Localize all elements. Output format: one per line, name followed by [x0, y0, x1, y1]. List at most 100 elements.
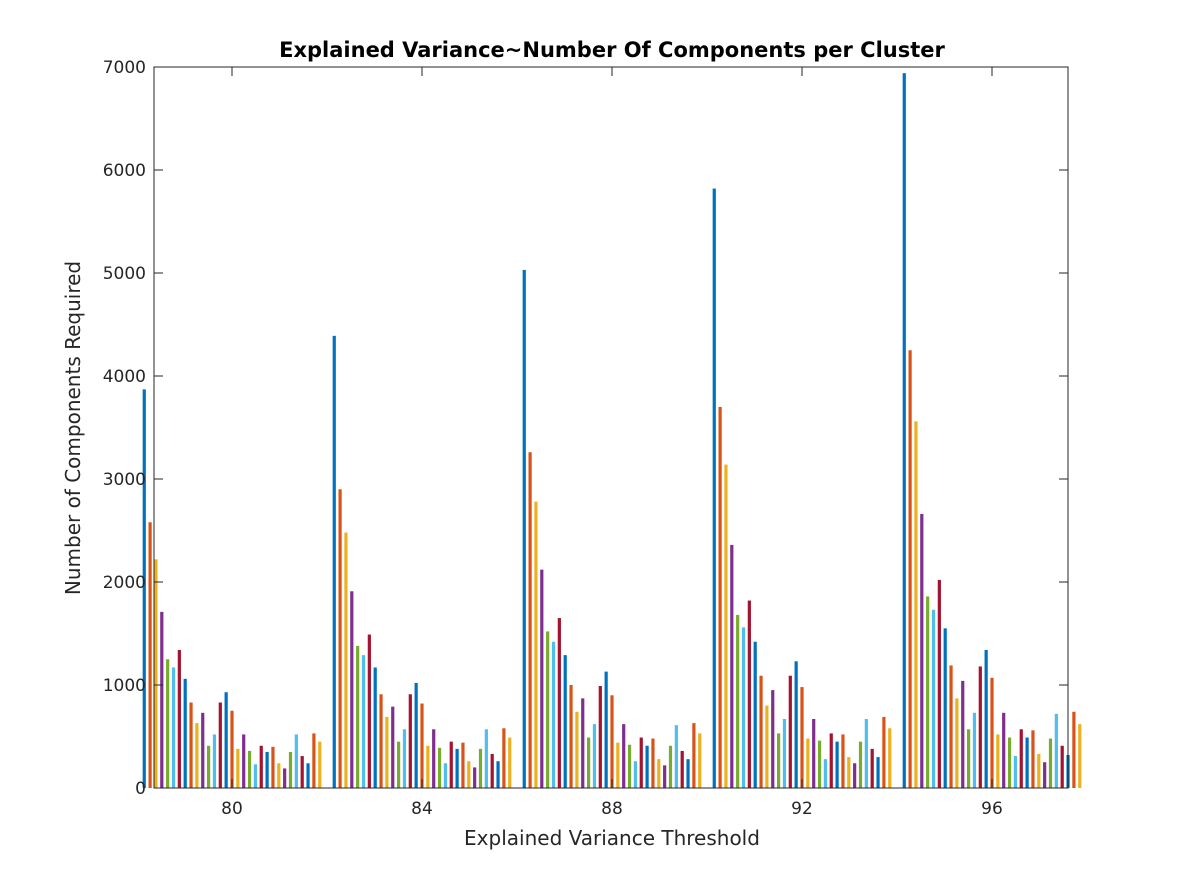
bar-84-series-22: [455, 748, 459, 788]
bar-92-series-29: [876, 757, 880, 788]
bar-88-series-5: [546, 631, 550, 788]
bar-84-series-18: [432, 729, 436, 788]
x-axis: 80 84 88 92 96: [221, 67, 1003, 819]
bar-80-series-21: [259, 745, 263, 788]
y-axis-label: Number of Components Required: [61, 261, 85, 595]
x-tick-label-88: 88: [601, 799, 623, 819]
chart-title: Explained Variance~Number Of Components …: [279, 38, 945, 62]
x-tick-label-96: 96: [981, 799, 1003, 819]
bar-84-series-25: [473, 767, 477, 788]
y-tick-label-1000: 1000: [103, 676, 146, 696]
bar-96-series-4: [920, 514, 924, 788]
bar-96-series-8: [943, 628, 947, 788]
bar-80-series-5: [166, 659, 170, 788]
bar-84-series-3: [344, 532, 348, 788]
y-tick-label-4000: 4000: [103, 367, 146, 387]
bar-80-series-18: [242, 734, 246, 788]
bar-84-series-27: [484, 729, 488, 788]
bar-92-series-25: [853, 763, 857, 788]
bar-92-series-11: [771, 690, 775, 788]
bar-96-series-6: [931, 609, 936, 788]
bar-92-series-12: [777, 733, 781, 788]
bar-96-series-11: [961, 680, 965, 788]
bar-84-series-2: [338, 489, 342, 788]
bar-80-series-12: [207, 745, 211, 788]
bar-96-series-10: [955, 698, 959, 788]
bar-92-series-16: [800, 687, 804, 788]
bar-92-series-9: [759, 675, 763, 788]
bar-84-series-28: [490, 754, 494, 788]
bar-88-series-29: [686, 759, 690, 788]
bar-84-series-29: [496, 761, 500, 788]
bar-92-series-28: [870, 748, 874, 788]
bar-96-series-18: [1002, 712, 1006, 788]
bar-84-series-1: [332, 335, 336, 788]
bar-88-series-8: [563, 655, 567, 788]
bar-88-series-4: [540, 569, 544, 788]
bar-84-series-6: [361, 655, 366, 788]
bar-88-series-7: [557, 618, 561, 788]
bar-96-series-23: [1031, 730, 1035, 788]
bar-92-series-31: [888, 728, 892, 788]
bar-88-series-28: [680, 750, 684, 788]
bar-92-series-17: [806, 738, 810, 788]
bar-96-series-31: [1078, 724, 1082, 788]
bar-92-series-1: [712, 188, 716, 789]
bar-84-series-19: [437, 747, 442, 788]
bar-92-series-26: [858, 741, 863, 788]
bar-92-series-30: [882, 716, 886, 788]
bar-88-series-13: [592, 724, 597, 788]
bar-92-series-5: [736, 614, 740, 788]
bar-80-series-31: [318, 741, 322, 788]
bar-96-series-26: [1048, 738, 1053, 788]
bar-80-series-13: [212, 734, 217, 788]
bar-80-series-29: [306, 763, 310, 788]
bar-92-series-23: [841, 734, 845, 788]
bar-92-series-2: [718, 406, 722, 788]
bar-88-series-22: [645, 745, 649, 788]
bar-88-series-12: [587, 737, 591, 788]
bar-80-series-19: [247, 750, 252, 788]
bar-96-series-9: [949, 665, 953, 788]
bar-84-series-10: [385, 716, 389, 788]
bar-84-series-9: [379, 694, 383, 788]
bar-96-series-3: [914, 421, 918, 788]
bar-88-series-15: [604, 671, 608, 788]
bar-80-series-7: [177, 649, 181, 788]
bar-80-series-2: [148, 522, 152, 788]
x-tick-label-84: 84: [411, 799, 433, 819]
bar-92-series-15: [794, 661, 798, 788]
bar-80-series-20: [253, 764, 257, 788]
bar-84-series-24: [467, 761, 471, 788]
bar-84-series-30: [502, 728, 506, 788]
bar-88-series-6: [551, 641, 556, 788]
bar-88-series-16: [610, 695, 614, 788]
bar-84-series-11: [391, 706, 395, 788]
bars-group: [142, 73, 1082, 789]
bar-84-series-7: [367, 634, 371, 788]
bar-92-series-8: [753, 641, 757, 788]
bar-96-series-16: [990, 677, 994, 788]
bar-92-series-19: [817, 740, 822, 788]
bar-84-series-13: [402, 729, 407, 788]
bar-96-series-12: [967, 729, 971, 788]
bar-88-series-19: [627, 744, 632, 788]
bar-80-series-25: [283, 768, 287, 788]
bar-80-series-26: [288, 751, 293, 788]
bar-88-series-23: [651, 738, 655, 788]
bar-92-series-22: [835, 741, 839, 788]
bar-84-series-31: [508, 737, 512, 788]
bar-80-series-24: [277, 763, 281, 788]
bar-92-series-18: [812, 718, 816, 788]
bar-80-series-27: [294, 734, 298, 788]
y-axis: 0 1000 2000 3000 4000 5000 6000 7000: [103, 58, 1068, 799]
bar-96-series-14: [978, 666, 982, 788]
bar-80-series-22: [265, 751, 269, 788]
bar-92-series-21: [829, 733, 833, 788]
bar-92-series-10: [765, 705, 769, 788]
bar-84-series-16: [420, 703, 424, 788]
bar-80-series-15: [224, 692, 228, 788]
bar-96-series-22: [1025, 737, 1029, 788]
bar-92-series-13: [782, 718, 787, 788]
bar-88-series-31: [698, 733, 702, 788]
